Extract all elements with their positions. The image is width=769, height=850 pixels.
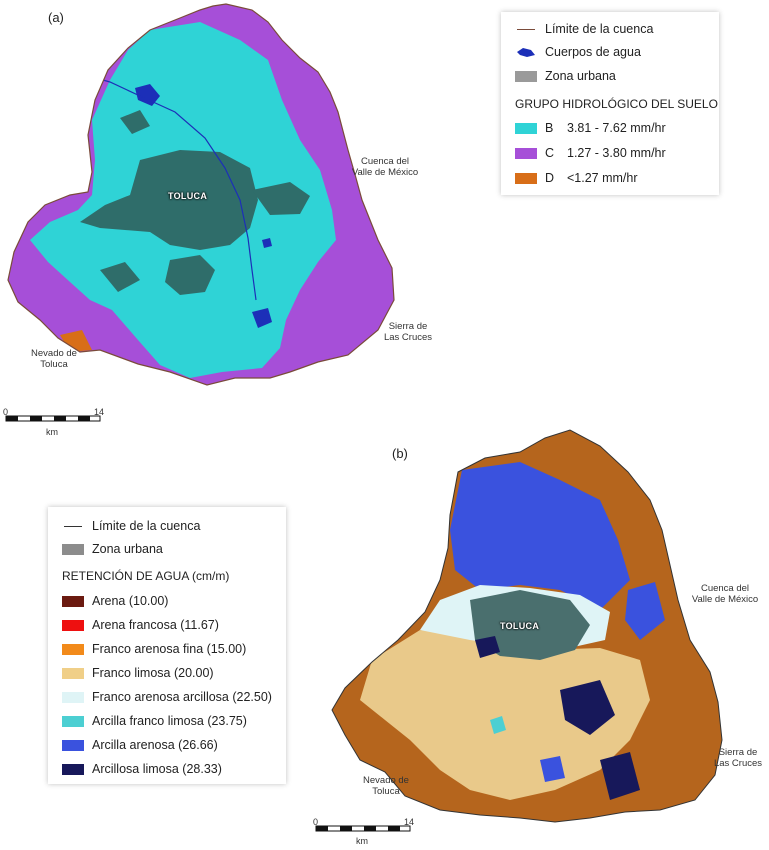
- retention-sandy-clay-area: [450, 462, 630, 610]
- scale-start: 0: [313, 817, 319, 827]
- legend-class: Arena (10.00): [62, 594, 168, 608]
- legend-class-b: B 3.81 - 7.62 mm/hr: [515, 121, 666, 135]
- legend-row-water: Cuerpos de agua: [515, 45, 641, 59]
- legend-row-urban: Zona urbana: [62, 542, 163, 556]
- legend-class: Franco arenosa fina (15.00): [62, 642, 246, 656]
- retention-silty-clay-area: [560, 680, 615, 735]
- retention-silty-clay-area: [600, 752, 640, 800]
- legend-heading: RETENCIÓN DE AGUA (cm/m): [62, 569, 230, 583]
- urban-zone: [252, 182, 310, 215]
- scale-unit: km: [46, 427, 58, 437]
- class-swatch: [62, 643, 84, 655]
- scale-start: 0: [3, 407, 9, 417]
- boundary-line-swatch: [64, 525, 82, 527]
- class-swatch: [515, 172, 537, 184]
- water-body-icon: [517, 48, 535, 57]
- legend-a: Límite de la cuenca Cuerpos de agua Zona…: [501, 12, 719, 195]
- legend-class-c: C 1.27 - 3.80 mm/hr: [515, 146, 666, 160]
- urban-zone: [165, 255, 215, 295]
- legend-class: Arcilla arenosa (26.66): [62, 738, 218, 752]
- legend-class: Arcilla franco limosa (23.75): [62, 714, 247, 728]
- place-label-cuenca: Cuenca del Valle de México: [351, 156, 419, 178]
- urban-swatch: [515, 70, 537, 82]
- scale-end: 14: [94, 407, 105, 417]
- retention-sandy-clay-area: [540, 756, 565, 782]
- basin-boundary: [331, 429, 723, 823]
- legend-row-boundary: Límite de la cuenca: [515, 22, 653, 36]
- urban-swatch: [62, 543, 84, 555]
- city-label: TOLUCA: [168, 191, 208, 201]
- class-swatch: [62, 667, 84, 679]
- river: [84, 74, 257, 301]
- retention-silty-clay-loam-area: [490, 716, 506, 734]
- retention-sandy-clay-area: [625, 582, 665, 640]
- city-label: TOLUCA: [500, 621, 540, 631]
- scale-bar-b: [315, 825, 411, 832]
- class-swatch: [515, 147, 537, 159]
- urban-zone: [100, 262, 140, 292]
- class-swatch: [62, 763, 84, 775]
- basin-boundary: [7, 3, 395, 386]
- scale-unit: km: [356, 836, 368, 846]
- retention-silt-loam-area: [360, 630, 650, 800]
- legend-class-d: D <1.27 mm/hr: [515, 171, 638, 185]
- legend-class: Arena francosa (11.67): [62, 618, 219, 632]
- water-body: [262, 238, 272, 248]
- place-label-sierra: Sierra de Las Cruces: [383, 321, 433, 343]
- place-label-sierra: Sierra de Las Cruces: [713, 747, 763, 769]
- urban-zone: [470, 590, 590, 660]
- water-body: [135, 84, 160, 106]
- legend-row-urban: Zona urbana: [515, 69, 616, 83]
- boundary-line-swatch: [517, 28, 535, 30]
- legend-class: Arcillosa limosa (28.33): [62, 762, 222, 776]
- urban-zone: [80, 150, 258, 250]
- legend-heading: GRUPO HIDROLÓGICO DEL SUELO: [515, 97, 718, 111]
- place-label-nevado: Nevado de Toluca: [363, 775, 409, 797]
- water-body: [252, 308, 272, 328]
- panel-b-label: (b): [392, 446, 408, 461]
- scale-bar-a: [5, 415, 101, 422]
- legend-b: Límite de la cuenca Zona urbana RETENCIÓ…: [48, 507, 286, 784]
- class-swatch: [62, 691, 84, 703]
- legend-class: Franco limosa (20.00): [62, 666, 214, 680]
- class-swatch: [62, 715, 84, 727]
- panel-a-label: (a): [48, 10, 64, 25]
- retention-silty-clay-area: [475, 636, 500, 658]
- class-swatch: [515, 122, 537, 134]
- place-label-cuenca: Cuenca del Valle de México: [691, 583, 759, 605]
- scale-end: 14: [404, 817, 415, 827]
- urban-zone: [120, 110, 150, 134]
- place-label-nevado: Nevado de Toluca: [31, 348, 77, 370]
- legend-class: Franco arenosa arcillosa (22.50): [62, 690, 272, 704]
- legend-row-boundary: Límite de la cuenca: [62, 519, 200, 533]
- class-swatch: [62, 619, 84, 631]
- class-swatch: [62, 739, 84, 751]
- class-swatch: [62, 595, 84, 607]
